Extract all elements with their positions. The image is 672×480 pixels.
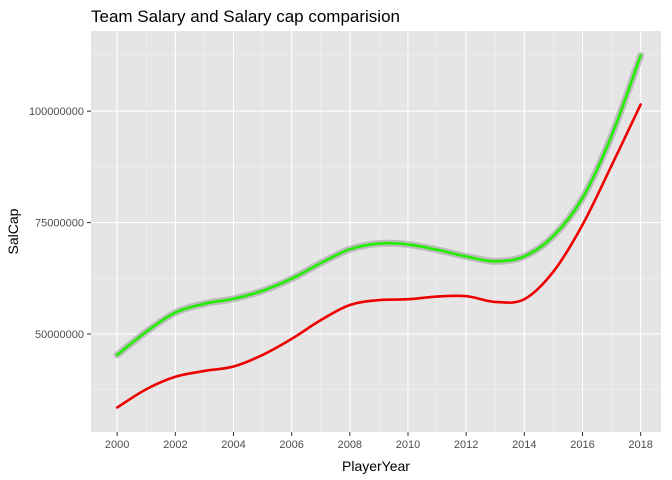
- x-axis: 2000 2002 2004 2006 2008 2010 2012 2014 2016 2018: [105, 432, 653, 451]
- chart-title: Team Salary and Salary cap comparision: [91, 7, 400, 26]
- y-axis: 50000000 75000000 100000000: [29, 106, 91, 341]
- x-tick-label: 2012: [454, 439, 478, 451]
- x-tick-label: 2006: [279, 439, 303, 451]
- x-tick-label: 2010: [396, 439, 420, 451]
- y-tick-label: 50000000: [35, 329, 84, 341]
- x-tick-label: 2000: [105, 439, 129, 451]
- x-tick-label: 2018: [628, 439, 652, 451]
- y-tick-label: 100000000: [29, 106, 84, 118]
- plot-panel: [91, 31, 661, 432]
- x-tick-label: 2008: [338, 439, 362, 451]
- x-tick-label: 2014: [512, 439, 536, 451]
- series-1-line: [115, 103, 642, 409]
- y-tick-label: 75000000: [35, 218, 84, 230]
- y-axis-title: SalCap: [5, 208, 21, 254]
- grid-minor: [91, 31, 661, 432]
- x-tick-label: 2002: [163, 439, 187, 451]
- x-tick-label: 2016: [570, 439, 594, 451]
- series-0-line: [115, 54, 642, 357]
- x-tick-label: 2004: [221, 439, 245, 451]
- series-layer: [113, 52, 645, 409]
- x-axis-title: PlayerYear: [342, 458, 410, 474]
- grid-major: [91, 31, 661, 432]
